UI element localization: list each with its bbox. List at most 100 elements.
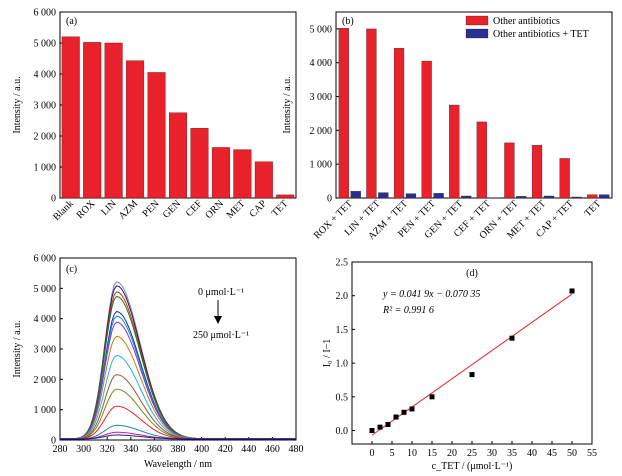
bar (211, 147, 230, 199)
x-tick-label: 460 (265, 444, 280, 455)
data-point (377, 424, 383, 430)
data-point (385, 421, 391, 427)
legend-swatch (465, 28, 489, 39)
panel-d: 0.0 0.5 1.0 1.5 2.0 2.5 0 5 10 15 20 25 30 35 40 45 50 55… (322, 258, 597, 473)
y-tick-label: 3 000 (310, 92, 333, 103)
bar-other-antibiotics (366, 28, 377, 199)
y-axis-label: Intensity / a.u. (282, 76, 293, 133)
x-tick-label: CEF (184, 198, 205, 219)
y-tick-label: 5 000 (34, 284, 57, 295)
bar-with-tet (543, 195, 555, 199)
bar-with-tet (350, 191, 361, 199)
x-tick-label: 25 (467, 448, 477, 459)
bar-with-tet (461, 195, 472, 199)
y-tick-label: 1 000 (34, 405, 57, 416)
bar-other-antibiotics (476, 121, 487, 199)
data-point (369, 428, 375, 434)
x-tick-label: 420 (218, 444, 233, 455)
bar-other-antibiotics (559, 158, 570, 199)
x-tick-label: 400 (194, 444, 209, 455)
x-tick-label: TET (583, 198, 604, 219)
y-tick-label: 3 000 (34, 101, 57, 112)
x-tick-label: 340 (123, 444, 138, 455)
x-tick-label: GEN (161, 198, 183, 220)
x-tick-label: ROX (75, 198, 98, 221)
bar (83, 42, 102, 199)
y-tick-label: 0 (51, 194, 56, 205)
x-tick-label: 320 (100, 444, 115, 455)
bar (169, 112, 187, 199)
arrow-head (214, 316, 222, 324)
x-tick-label: 280 (53, 444, 68, 455)
x-tick-label: PEN (141, 198, 162, 219)
bar-other-antibiotics (393, 48, 405, 199)
x-tick-label: 55 (587, 448, 597, 459)
bar-with-tet (433, 193, 444, 199)
x-tick-label: 380 (171, 444, 186, 455)
spectrum-line (60, 315, 296, 440)
x-tick-label: 15 (427, 448, 437, 459)
y-tick-label: 0 (51, 436, 56, 447)
panel-label: (d) (466, 268, 478, 279)
bar (126, 60, 145, 199)
bar (61, 36, 80, 199)
y-tick-label: 0.0 (336, 426, 349, 437)
bar (147, 72, 166, 199)
legend-label: Other antibiotics + TET (493, 29, 589, 40)
bar-other-antibiotics (587, 194, 598, 199)
bar-with-tet (516, 196, 527, 199)
y-tick-label: 0.5 (336, 392, 349, 403)
bar (254, 161, 273, 199)
y-tick-label: 2 000 (34, 132, 57, 143)
y-tick-label: 4 000 (310, 58, 333, 69)
y-tick-label: 4 000 (34, 70, 57, 81)
x-tick-label: 440 (241, 444, 256, 455)
data-point (393, 414, 399, 420)
x-tick-label: 10 (407, 448, 417, 459)
spectrum-line (60, 434, 296, 440)
x-tick-label: 480 (289, 444, 304, 455)
x-axis-label: Wavelength / nm (144, 459, 212, 470)
panel-b: 0 1 000 2 000 3 000 4 000 5 000 Intensity / a.… (282, 11, 613, 242)
bar-other-antibiotics (504, 142, 515, 199)
y-tick-label: 0 (327, 194, 332, 205)
y-tick-label: 3 000 (34, 345, 57, 356)
y-tick-label: 2 000 (34, 375, 57, 386)
panel-a: 0 1 000 2 000 3 000 4 000 5 000 6 000 Intensity… (12, 8, 297, 223)
x-tick-label: 30 (487, 448, 497, 459)
bar (104, 42, 123, 199)
bar-with-tet (599, 194, 610, 199)
x-tick-label: TET (270, 198, 291, 219)
panel-label: (c) (66, 264, 77, 275)
bar-other-antibiotics (421, 60, 432, 199)
x-tick-label: CAP (247, 198, 269, 220)
fit-r2: R² = 0.991 6 (382, 305, 434, 316)
bar (276, 194, 295, 199)
concentration-end-label: 250 μmol·L⁻¹ (193, 330, 249, 341)
y-tick-label: 2 000 (310, 126, 333, 137)
bar-with-tet (405, 193, 417, 199)
y-axis-label: Intensity / a.u. (12, 320, 23, 377)
concentration-start-label: 0 μmol·L⁻¹ (198, 287, 244, 298)
panel-c: 0 1 000 2 000 3 000 4 000 5 000 6 000 280 300 320… (12, 254, 304, 471)
bar-other-antibiotics (531, 145, 543, 199)
x-tick-label: ORN (203, 198, 226, 221)
bar (190, 128, 209, 199)
data-point (569, 288, 575, 294)
x-tick-label: 0 (370, 448, 375, 459)
x-tick-label: 50 (567, 448, 577, 459)
x-tick-label: 300 (76, 444, 91, 455)
x-tick-label: 40 (527, 448, 537, 459)
data-point (401, 409, 407, 415)
bar-with-tet (571, 196, 582, 199)
y-tick-label: 5 000 (34, 39, 57, 50)
y-tick-label: 6 000 (34, 254, 57, 265)
fit-equation: y = 0.041 9x − 0.070 35 (382, 289, 480, 300)
y-tick-label: 6 000 (34, 8, 57, 19)
panel-label: (b) (342, 16, 354, 27)
x-tick-label: LIN (99, 198, 119, 218)
y-tick-label: 5 000 (310, 24, 333, 35)
y-tick-label: 2.0 (336, 291, 349, 302)
y-tick-label: 4 000 (34, 314, 57, 325)
